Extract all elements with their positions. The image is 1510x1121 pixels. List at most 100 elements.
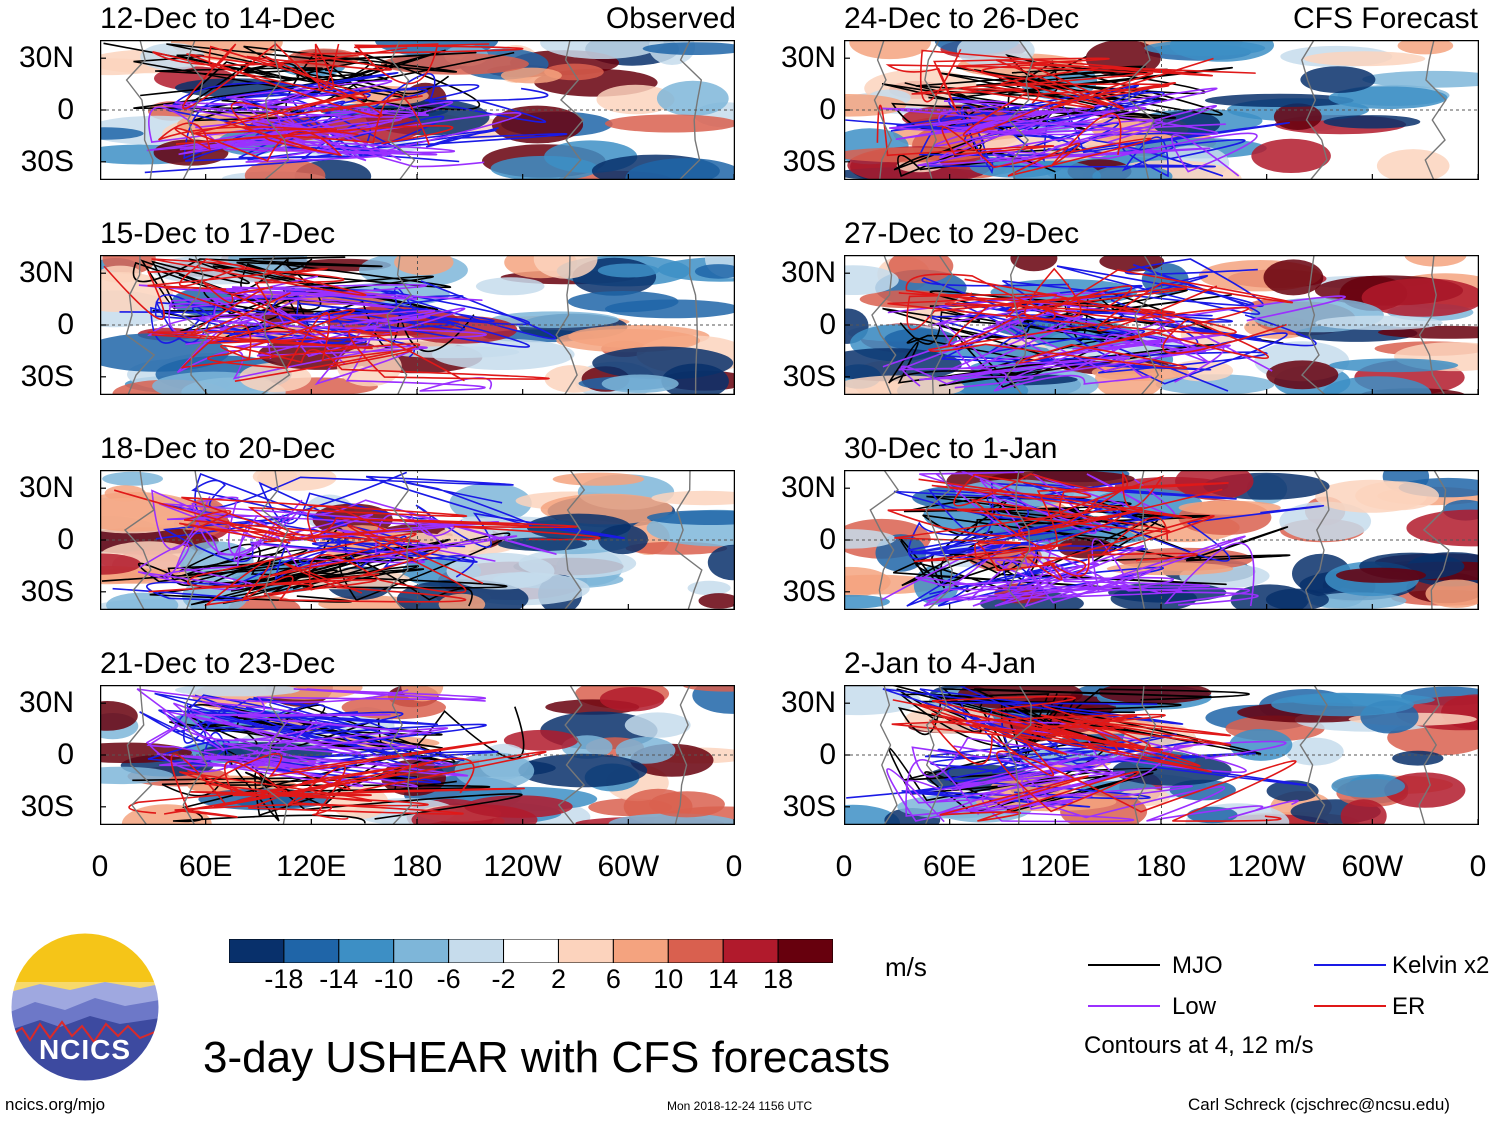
- panel-title: 18-Dec to 20-Dec: [100, 432, 336, 465]
- shear-anomaly-blob: [1251, 138, 1331, 173]
- colorbar-swatch: [283, 938, 340, 964]
- coastline: [180, 255, 210, 395]
- contour-low: [168, 291, 487, 341]
- shear-anomaly-blob: [844, 94, 907, 117]
- contour-er: [186, 524, 484, 594]
- shear-anomaly-blob: [692, 685, 735, 714]
- shear-anomaly-blob: [252, 470, 298, 486]
- contour-er: [179, 740, 497, 802]
- panel-title: 15-Dec to 17-Dec: [100, 217, 336, 250]
- x-tick-label: 120E: [1020, 850, 1091, 883]
- contour-er: [186, 43, 524, 117]
- contour-low: [138, 275, 483, 342]
- legend-label-low: Low: [1172, 993, 1217, 1020]
- coastline: [563, 470, 586, 610]
- footer-url[interactable]: ncics.org/mjo: [5, 1095, 106, 1114]
- shear-anomaly-blob: [1265, 588, 1329, 610]
- contour-er: [189, 750, 547, 807]
- heatmap-panel: [844, 685, 1479, 825]
- contour-low: [882, 319, 1231, 383]
- shear-anomaly-blob: [556, 329, 701, 353]
- contour-low: [917, 132, 1258, 177]
- shear-anomaly-blob: [608, 813, 735, 825]
- logo-text: NCICS: [38, 1034, 132, 1065]
- shear-anomaly-blob: [1404, 255, 1467, 267]
- heatmap-field: [844, 255, 1479, 395]
- coastline: [930, 255, 954, 395]
- y-tick-label: 30S: [782, 789, 836, 823]
- contour-er: [179, 505, 420, 544]
- coastline: [1007, 470, 1031, 610]
- shear-anomaly-blob: [491, 105, 584, 144]
- contour-er: [919, 48, 1256, 110]
- footer-author: Carl Schreck (cjschrec@ncsu.edu): [1188, 1095, 1450, 1114]
- contour-er: [913, 515, 1215, 575]
- heatmap-field: [844, 40, 1479, 180]
- shear-anomaly-blob: [1144, 40, 1266, 56]
- contour-er: [939, 750, 1297, 822]
- shear-anomaly-blob: [475, 277, 545, 296]
- y-tick-label: 30S: [20, 359, 74, 393]
- shear-anomaly-blob: [1271, 692, 1414, 717]
- colorbar-swatch: [777, 938, 834, 964]
- coastline: [387, 40, 416, 180]
- shear-anomaly-blob: [844, 265, 899, 295]
- coastline: [1128, 40, 1156, 180]
- colorbar-swatch: [667, 938, 724, 964]
- heatmap-panel: [844, 255, 1479, 395]
- contour-low: [176, 317, 493, 392]
- shear-anomaly-blob: [1340, 799, 1387, 825]
- coastline: [1134, 255, 1160, 395]
- shear-anomaly-blob: [888, 255, 954, 284]
- shear-anomaly-blob: [844, 594, 890, 609]
- x-tick-label: 0: [91, 850, 109, 883]
- x-tick-label: 120W: [1227, 850, 1306, 883]
- contour-kelvin-x2: [927, 275, 1233, 341]
- coastline: [125, 255, 156, 395]
- shear-anomaly-blob: [1300, 66, 1376, 93]
- shear-anomaly-blob: [624, 712, 691, 738]
- shear-anomaly-blob: [500, 67, 562, 84]
- shear-anomaly-blob: [1406, 509, 1479, 547]
- colorbar-swatch: [393, 938, 450, 964]
- shear-anomaly-blob: [175, 685, 300, 697]
- coastline: [1418, 255, 1446, 395]
- contour-er: [918, 471, 1223, 534]
- y-tick-label: 30N: [780, 41, 836, 75]
- shear-anomaly-blob: [1315, 315, 1443, 330]
- coastline: [1422, 470, 1450, 610]
- shear-anomaly-blob: [100, 127, 144, 140]
- shear-anomaly-blob: [1175, 470, 1254, 501]
- contour-er: [887, 287, 1237, 335]
- y-tick-label: 0: [819, 93, 836, 126]
- contour-kelvin-x2: [941, 314, 1288, 392]
- y-tick-label: 0: [57, 738, 74, 771]
- shear-anomaly-blob: [687, 580, 731, 596]
- x-tick-label: 180: [391, 850, 443, 883]
- y-tick-label: 0: [819, 523, 836, 556]
- x-tick-label: 60W: [597, 850, 660, 883]
- y-tick-label: 0: [57, 308, 74, 341]
- shear-anomaly-blob: [100, 701, 138, 731]
- coastline: [873, 40, 893, 180]
- contour-mjo: [897, 696, 1262, 755]
- shear-anomaly-blob: [464, 795, 573, 818]
- contour-er: [113, 489, 601, 541]
- colorbar-tick-label: 14: [708, 964, 739, 994]
- y-tick-label: 0: [57, 93, 74, 126]
- shear-anomaly-blob: [604, 114, 735, 133]
- shear-anomaly-blob: [1303, 51, 1426, 67]
- shear-anomaly-blob: [682, 685, 735, 692]
- contour-mjo: [103, 42, 515, 113]
- colorbar-swatch: [503, 938, 559, 964]
- contour-er: [885, 57, 1148, 111]
- contour-mjo: [893, 110, 1080, 178]
- x-tick-label: 180: [1135, 850, 1187, 883]
- shear-anomaly-blob: [1204, 93, 1354, 107]
- contour-low: [878, 100, 1219, 147]
- shear-anomaly-blob: [597, 263, 660, 278]
- shear-anomaly-blob: [100, 553, 141, 575]
- coastline: [1301, 40, 1328, 180]
- contour-mjo: [133, 50, 481, 111]
- contour-kelvin-x2: [183, 98, 568, 160]
